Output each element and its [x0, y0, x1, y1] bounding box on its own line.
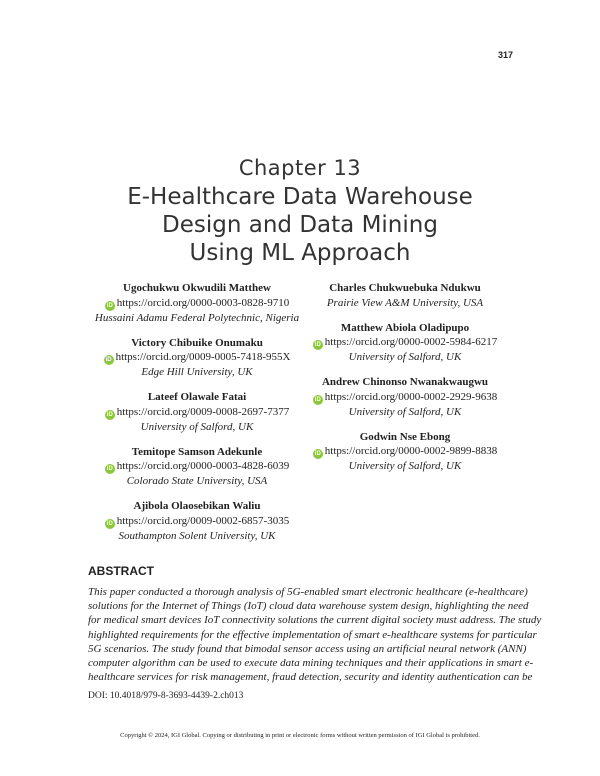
abstract-line: highlighted requirements for the effecti… — [88, 628, 537, 641]
author-affiliation: Edge Hill University, UK — [141, 366, 253, 378]
orcid-url[interactable]: https://orcid.org/0000-0002-9899-8838 — [324, 445, 498, 457]
author-affiliation: University of Salford, UK — [140, 420, 254, 433]
orcid-id-icon: iD — [312, 340, 323, 350]
author-name: Victory Chibuike Onumaku — [131, 336, 263, 349]
author-name: Godwin Nse Ebong — [359, 430, 451, 443]
author-affiliation: Prairie View A&M University, USA — [326, 296, 484, 309]
author-affiliation: Hussaini Adamu Federal Polytechnic, Nige… — [94, 311, 300, 324]
orcid-id-icon: iD — [104, 518, 115, 529]
copyright-notice: Copyright © 2024, IGI Global. Copying or… — [120, 732, 480, 739]
orcid-id-icon: iD — [104, 409, 115, 420]
orcid-link[interactable]: iD https://orcid.org/0000-0003-0828-9710 — [77, 296, 317, 311]
author-block: Ugochukwu Okwudili Matthew iD https://orci… — [77, 281, 317, 325]
orcid-url[interactable]: https://orcid.org/0009-0005-7418-955X — [115, 351, 291, 363]
abstract-line: This paper conducted a thorough analysis… — [88, 586, 528, 598]
chapter-label: Chapter 13 — [238, 156, 362, 180]
author-block: Godwin Nse Ebong iD https://orcid.org/0000… — [285, 430, 525, 474]
author-name: Ajibola Olaosebikan Waliu — [133, 500, 261, 512]
author-name: Temitope Samson Adekunle — [131, 445, 263, 458]
orcid-url[interactable]: https://orcid.org/0000-0003-4828-6039 — [116, 460, 290, 472]
abstract-body: This paper conducted a thorough analysis… — [88, 585, 542, 684]
author-block: Lateef Olawale Fatai iD https://orcid.org/… — [77, 390, 317, 434]
abstract-line: solutions for the Internet of Things (Io… — [88, 600, 529, 613]
abstract-line: 5G scenarios. The study found that bimod… — [88, 642, 527, 655]
author-affiliation: University of Salford, UK — [348, 405, 462, 418]
orcid-link[interactable]: iD https://orcid.org/0009-0002-6857-3035 — [77, 514, 317, 529]
title-line: Design and Data Mining — [162, 212, 438, 238]
author-block: Victory Chibuike Onumaku iD https://orcid.… — [77, 336, 317, 380]
orcid-id-icon: iD — [104, 300, 115, 311]
abstract-line: for medical smart devices IoT connectivi… — [88, 614, 542, 627]
orcid-link[interactable]: iD https://orcid.org/0009-0008-2697-7377 — [77, 405, 317, 420]
author-block: Temitope Samson Adekunle iD https://orcid.… — [77, 445, 317, 489]
abstract-line: computer algorithm can be used to execut… — [88, 657, 534, 670]
orcid-link[interactable]: iD https://orcid.org/0000-0002-5984-6217 — [285, 335, 525, 350]
title-line: Using ML Approach — [189, 240, 411, 266]
authors-left-column: Ugochukwu Okwudili Matthew iD https://orci… — [77, 281, 317, 554]
author-affiliation: Colorado State University, USA — [126, 475, 268, 487]
orcid-link[interactable]: iD https://orcid.org/0000-0002-2929-9638 — [285, 390, 525, 405]
author-name: Charles Chukwuebuka Ndukwu — [329, 282, 481, 294]
author-affiliation: University of Salford, UK — [348, 460, 462, 472]
author-name: Matthew Abiola Oladipupo — [340, 321, 470, 334]
chapter-title: E-Healthcare Data Warehouse Design and D… — [0, 183, 600, 267]
author-name: Andrew Chinonso Nwanakwaugwu — [321, 376, 489, 388]
orcid-url[interactable]: https://orcid.org/0009-0008-2697-7377 — [116, 405, 290, 418]
orcid-link[interactable]: iD https://orcid.org/0000-0003-4828-6039 — [77, 459, 317, 474]
orcid-url[interactable]: https://orcid.org/0009-0002-6857-3035 — [116, 514, 290, 527]
orcid-id-icon: iD — [104, 464, 115, 474]
author-block: Ajibola Olaosebikan Waliu iD https://orcid… — [77, 499, 317, 543]
orcid-id-icon: iD — [312, 394, 323, 405]
orcid-url[interactable]: https://orcid.org/0000-0002-5984-6217 — [324, 336, 498, 348]
orcid-url[interactable]: https://orcid.org/0000-0002-2929-9638 — [324, 390, 498, 403]
title-line: E-Healthcare Data Warehouse — [127, 184, 473, 210]
orcid-link[interactable]: iD https://orcid.org/0000-0002-9899-8838 — [285, 444, 525, 459]
author-affiliation: Southampton Solent University, UK — [118, 529, 276, 542]
orcid-id-icon: iD — [312, 449, 323, 459]
author-affiliation: University of Salford, UK — [348, 351, 462, 363]
abstract-line: healthcare services for risk management,… — [88, 671, 533, 684]
author-name: Ugochukwu Okwudili Matthew — [123, 282, 271, 294]
author-block: Matthew Abiola Oladipupo iD https://orcid.… — [285, 321, 525, 365]
author-block: Andrew Chinonso Nwanakwaugwu iD https://or… — [285, 375, 525, 419]
orcid-link[interactable]: iD https://orcid.org/0009-0005-7418-955X — [77, 350, 317, 365]
author-name: Lateef Olawale Fatai — [147, 391, 247, 403]
page-number: 317 — [498, 50, 514, 60]
doi: DOI: 10.4018/979-8-3693-4439-2.ch013 — [88, 691, 244, 701]
author-block: Charles Chukwuebuka Ndukwu Prairie View A… — [285, 281, 525, 310]
abstract-heading: ABSTRACT — [88, 564, 154, 578]
orcid-url[interactable]: https://orcid.org/0000-0003-0828-9710 — [116, 296, 290, 309]
authors-right-column: Charles Chukwuebuka Ndukwu Prairie View A… — [285, 281, 525, 484]
orcid-id-icon: iD — [103, 355, 114, 365]
